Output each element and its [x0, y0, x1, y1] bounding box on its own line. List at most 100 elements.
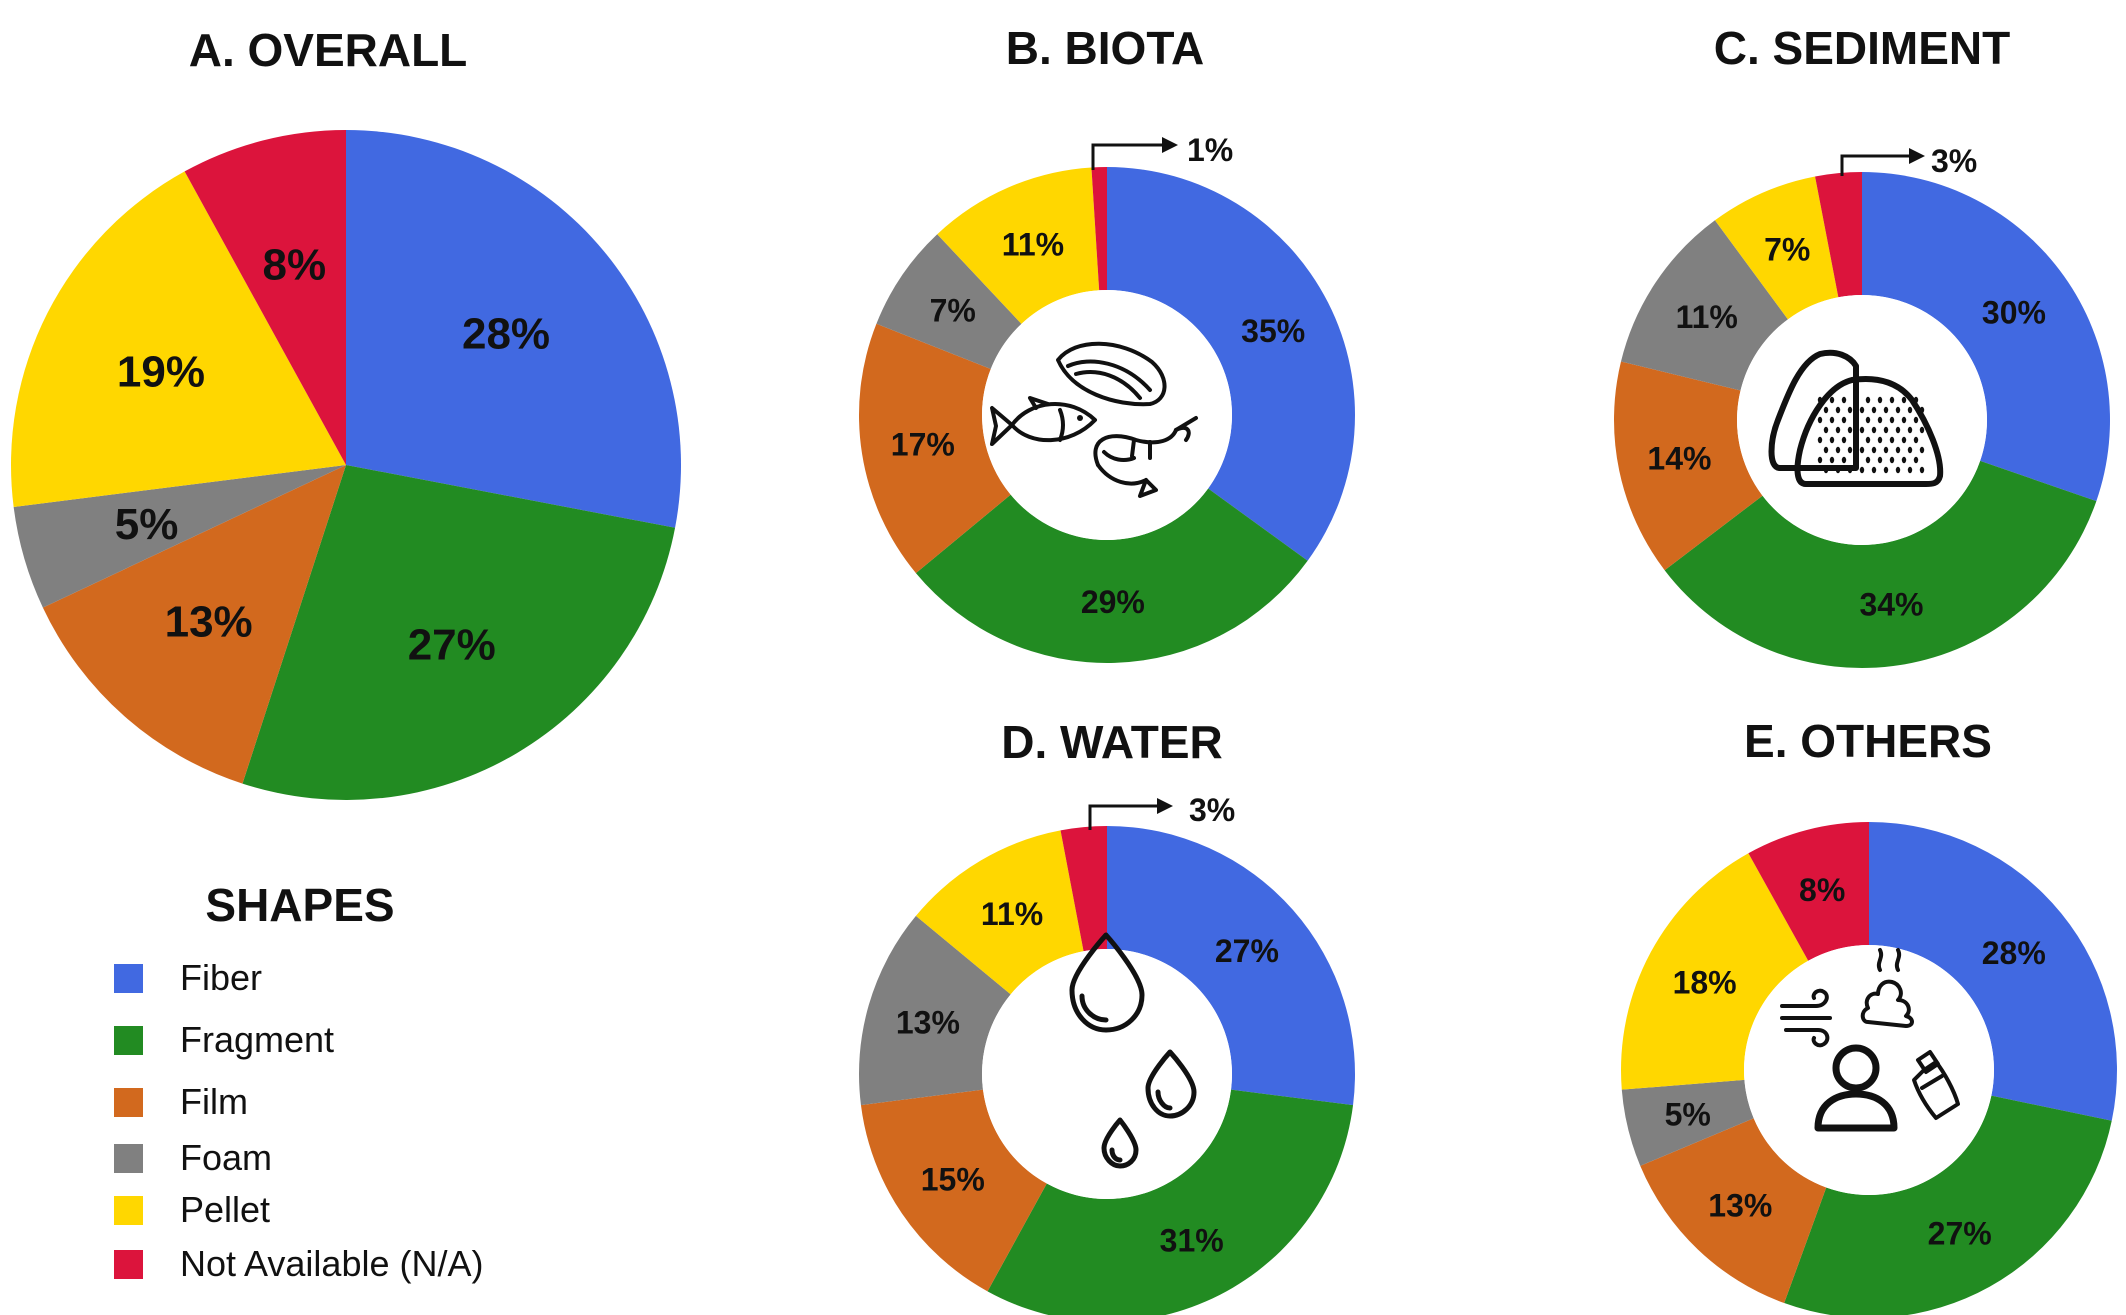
sediment-dot: [1817, 416, 1823, 424]
slice-fiber: [1107, 167, 1355, 561]
sediment-dot: [1883, 466, 1889, 474]
sediment-dot: [1859, 426, 1865, 434]
sediment-dot: [1835, 406, 1841, 414]
sediment-dot: [1847, 426, 1853, 434]
sediment-dot: [1835, 466, 1841, 474]
legend-label: Fiber: [180, 957, 262, 998]
slice-label: 35%: [1241, 313, 1305, 349]
sediment-dot: [1841, 396, 1847, 404]
sediment-dot: [1919, 406, 1925, 414]
sediment-dot: [1901, 396, 1907, 404]
slice-foam: [876, 234, 1022, 369]
slice-label: 11%: [981, 896, 1043, 932]
sediment-dot: [1913, 416, 1919, 424]
slice-label: 27%: [1928, 1215, 1992, 1251]
sediment-dot: [1859, 406, 1865, 414]
chart-title-sediment: C. SEDIMENT: [1714, 22, 2010, 74]
sediment-dot: [1883, 426, 1889, 434]
slice-label: 8%: [263, 241, 327, 290]
donut-chart-sediment: 30% 34% 14% 11% 7%: [1613, 172, 2110, 668]
slice-film: [860, 1089, 1047, 1292]
slice-label: 27%: [408, 621, 496, 670]
donut-chart-water: 27% 31% 15% 13% 11%: [859, 825, 1356, 1315]
sediment-dot: [1877, 436, 1883, 444]
sediment-dot: [1871, 426, 1877, 434]
sediment-dot: [1871, 446, 1877, 454]
marine-life-icon: [990, 341, 1198, 498]
sediment-dot: [1907, 446, 1913, 454]
sediment-dot: [1829, 396, 1835, 404]
legend-item: Pellet: [114, 1189, 270, 1230]
slice-pellet: [1714, 176, 1839, 320]
donut-chart-others: 28% 27% 13% 5% 18% 8%: [1621, 822, 2117, 1315]
legend-item: Fiber: [114, 957, 262, 998]
sediment-dot: [1901, 416, 1907, 424]
sediment-dot: [1895, 466, 1901, 474]
sediment-dot: [1919, 446, 1925, 454]
slice-label: 34%: [1859, 587, 1923, 623]
legend-label: Not Available (N/A): [180, 1243, 483, 1284]
legend-label: Foam: [180, 1137, 272, 1178]
slice-pellet: [10, 171, 346, 507]
slice-not-available-n-a: [1060, 826, 1107, 952]
donut-hole: [982, 949, 1232, 1199]
slice-label: 19%: [117, 348, 205, 397]
slice-fragment: [915, 488, 1308, 663]
sediment-dot: [1847, 466, 1853, 474]
sediment-dot: [1847, 406, 1853, 414]
sediment-dot: [1895, 446, 1901, 454]
slice-label: 5%: [115, 500, 179, 549]
sediment-dot: [1907, 406, 1913, 414]
slice-label: 29%: [1081, 584, 1145, 620]
slice-fiber: [1862, 172, 2110, 502]
sediment-dot: [1901, 436, 1907, 444]
sediment-dot: [1865, 416, 1871, 424]
sediment-dot: [1853, 416, 1859, 424]
callout-arrow-biota: [1091, 137, 1178, 170]
sediment-dot: [1871, 466, 1877, 474]
sediment-dot: [1859, 446, 1865, 454]
water-drops-icon: [1069, 932, 1197, 1169]
slice-label: 18%: [1673, 964, 1737, 1000]
legend-label: Fragment: [180, 1019, 334, 1060]
sediment-dot: [1877, 396, 1883, 404]
sediment-dot: [1817, 396, 1823, 404]
slice-fiber: [1107, 825, 1356, 1106]
slice-film: [42, 465, 347, 784]
slice-foam: [13, 465, 347, 608]
sediment-dot: [1859, 466, 1865, 474]
sediment-dot: [1919, 426, 1925, 434]
donut-hole: [982, 290, 1232, 540]
chart-title-biota: B. BIOTA: [1006, 22, 1204, 74]
sediment-dot: [1829, 456, 1835, 464]
slice-label: 13%: [896, 1004, 960, 1040]
legend-swatch: [114, 1250, 143, 1279]
legend-item: Film: [114, 1081, 248, 1122]
sediment-dot: [1919, 466, 1925, 474]
donut-hole: [1744, 945, 1994, 1195]
sediment-dot: [1823, 406, 1829, 414]
slice-pellet: [915, 830, 1084, 995]
sediment-dot: [1907, 426, 1913, 434]
sediment-dot: [1847, 446, 1853, 454]
sediment-dot: [1853, 436, 1859, 444]
sediment-dot: [1877, 416, 1883, 424]
sediment-dot: [1877, 456, 1883, 464]
slice-label: 31%: [1160, 1223, 1224, 1259]
slice-label: 13%: [1708, 1187, 1772, 1223]
sediment-dot: [1865, 456, 1871, 464]
slice-fragment: [987, 1089, 1354, 1315]
slice-not-available-n-a: [1748, 822, 1869, 961]
sediment-dot: [1883, 446, 1889, 454]
legend-swatch: [114, 1196, 143, 1225]
donut-hole: [1737, 295, 1987, 545]
sediment-dot: [1817, 436, 1823, 444]
slice-foam: [1621, 1079, 1754, 1166]
sediment-dot: [1823, 466, 1829, 474]
callout-arrow-water: [1088, 798, 1173, 830]
callout-label-water: 3%: [1189, 792, 1235, 828]
chart-title-others: E. OTHERS: [1744, 715, 1992, 767]
slice-label: 13%: [165, 598, 253, 647]
slice-label: 30%: [1982, 294, 2046, 330]
slice-label: 28%: [462, 309, 550, 358]
